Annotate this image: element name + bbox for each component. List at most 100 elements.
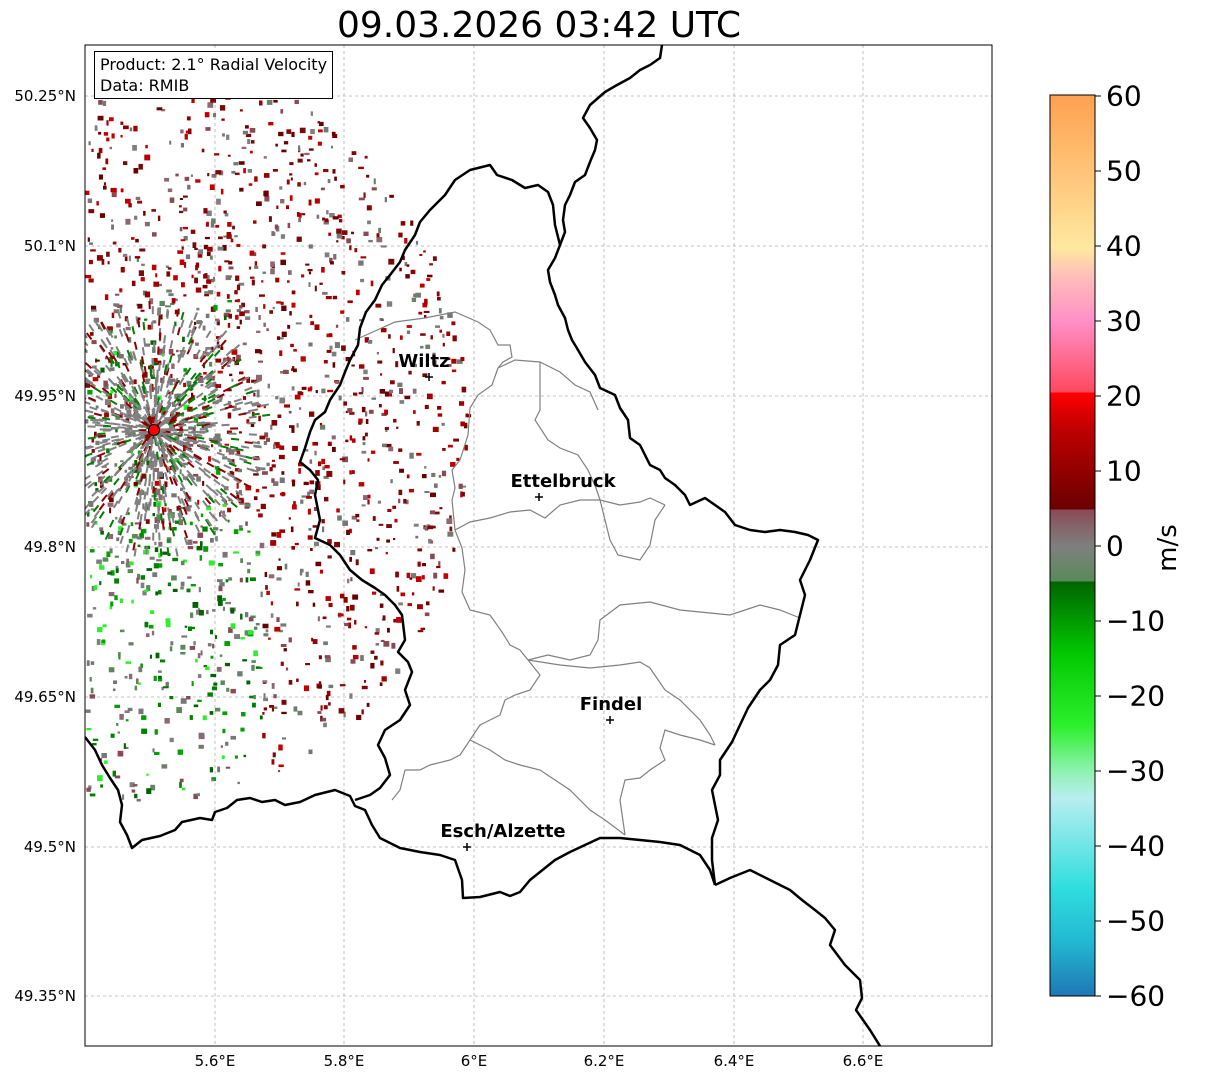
echo-cell bbox=[151, 418, 157, 424]
echo-cell bbox=[201, 148, 205, 153]
echo-cell bbox=[211, 686, 218, 691]
echo-cell bbox=[276, 617, 280, 622]
echo-cell bbox=[327, 539, 332, 544]
echo-cell bbox=[86, 728, 92, 731]
echo-cell bbox=[196, 307, 200, 311]
echo-ray bbox=[180, 393, 188, 401]
echo-cell bbox=[152, 232, 157, 237]
echo-ray bbox=[166, 447, 173, 456]
echo-ray bbox=[187, 394, 196, 402]
echo-cell bbox=[136, 256, 139, 262]
echo-cell bbox=[133, 404, 137, 410]
echo-cell bbox=[294, 542, 299, 546]
echo-cell bbox=[258, 666, 263, 669]
echo-ray bbox=[90, 418, 99, 422]
echo-ray bbox=[133, 548, 137, 557]
echo-cell bbox=[116, 537, 120, 542]
echo-cell bbox=[234, 634, 240, 639]
echo-cell bbox=[227, 154, 231, 157]
echo-cell bbox=[355, 289, 360, 296]
echo-ray bbox=[251, 412, 260, 416]
echo-cell bbox=[422, 474, 427, 479]
echo-cell bbox=[389, 194, 394, 198]
echo-ray bbox=[146, 417, 153, 426]
echo-cell bbox=[121, 522, 127, 526]
echo-ray bbox=[158, 362, 161, 371]
echo-cell bbox=[146, 391, 149, 394]
echo-cell bbox=[276, 336, 281, 340]
echo-ray bbox=[130, 443, 139, 450]
echo-cell bbox=[153, 468, 159, 472]
echo-cell bbox=[376, 237, 383, 243]
echo-cell bbox=[216, 291, 221, 297]
echo-ray bbox=[135, 460, 141, 469]
echo-cell bbox=[282, 737, 286, 740]
echo-cell bbox=[350, 577, 353, 582]
echo-cell bbox=[314, 541, 319, 547]
echo-cell bbox=[126, 409, 132, 415]
echo-cell bbox=[230, 608, 235, 614]
echo-cell bbox=[269, 705, 274, 708]
echo-ray bbox=[179, 461, 187, 469]
echo-cell bbox=[210, 221, 215, 228]
echo-ray bbox=[184, 416, 193, 421]
echo-ray bbox=[140, 393, 146, 402]
echo-cell bbox=[104, 294, 109, 300]
echo-cell bbox=[322, 526, 325, 533]
echo-cell bbox=[96, 627, 103, 633]
echo-ray bbox=[168, 354, 173, 364]
echo-cell bbox=[307, 159, 311, 162]
echo-cell bbox=[86, 787, 91, 792]
echo-ray bbox=[129, 425, 138, 429]
echo-cell bbox=[110, 570, 115, 576]
echo-ray bbox=[180, 311, 185, 321]
echo-ray bbox=[143, 478, 148, 487]
echo-ray bbox=[135, 451, 142, 460]
echo-cell bbox=[432, 256, 437, 261]
echo-cell bbox=[94, 482, 97, 487]
echo-cell bbox=[424, 526, 428, 530]
echo-cell bbox=[330, 261, 334, 265]
echo-cell bbox=[430, 335, 433, 340]
echo-ray bbox=[135, 424, 144, 429]
echo-cell bbox=[231, 170, 236, 174]
echo-cell bbox=[120, 135, 123, 138]
echo-cell bbox=[266, 99, 273, 105]
echo-cell bbox=[275, 396, 279, 400]
lon-tick-label: 6°E bbox=[460, 1052, 488, 1070]
echo-cell bbox=[156, 514, 162, 521]
echo-cell bbox=[165, 681, 169, 687]
echo-cell bbox=[217, 370, 223, 374]
echo-cell bbox=[198, 734, 205, 740]
echo-ray bbox=[111, 438, 120, 443]
echo-cell bbox=[276, 205, 279, 209]
echo-cell bbox=[124, 676, 128, 679]
echo-cell bbox=[138, 163, 143, 170]
echo-cell bbox=[210, 673, 217, 678]
echo-ray bbox=[125, 484, 131, 494]
echo-cell bbox=[192, 242, 197, 248]
echo-ray bbox=[101, 494, 108, 502]
echo-cell bbox=[186, 696, 191, 700]
echo-cell bbox=[190, 229, 196, 234]
echo-cell bbox=[293, 368, 297, 373]
echo-ray bbox=[144, 501, 148, 511]
echo-cell bbox=[242, 659, 248, 662]
echo-cell bbox=[281, 699, 287, 705]
echo-cell bbox=[96, 639, 101, 645]
colorbar-tick-label: 10 bbox=[1106, 454, 1142, 488]
echo-cell bbox=[301, 274, 305, 278]
echo-cell bbox=[184, 625, 188, 628]
echo-cell bbox=[128, 337, 132, 343]
echo-cell bbox=[140, 309, 145, 312]
echo-cell bbox=[198, 744, 204, 749]
echo-cell bbox=[114, 775, 121, 779]
echo-ray bbox=[175, 548, 179, 557]
echo-ray bbox=[138, 386, 144, 395]
echo-ray bbox=[183, 433, 193, 437]
echo-ray bbox=[198, 415, 207, 420]
echo-ray bbox=[187, 461, 195, 468]
echo-cell bbox=[244, 310, 250, 314]
echo-ray bbox=[125, 507, 130, 516]
echo-cell bbox=[297, 710, 303, 716]
